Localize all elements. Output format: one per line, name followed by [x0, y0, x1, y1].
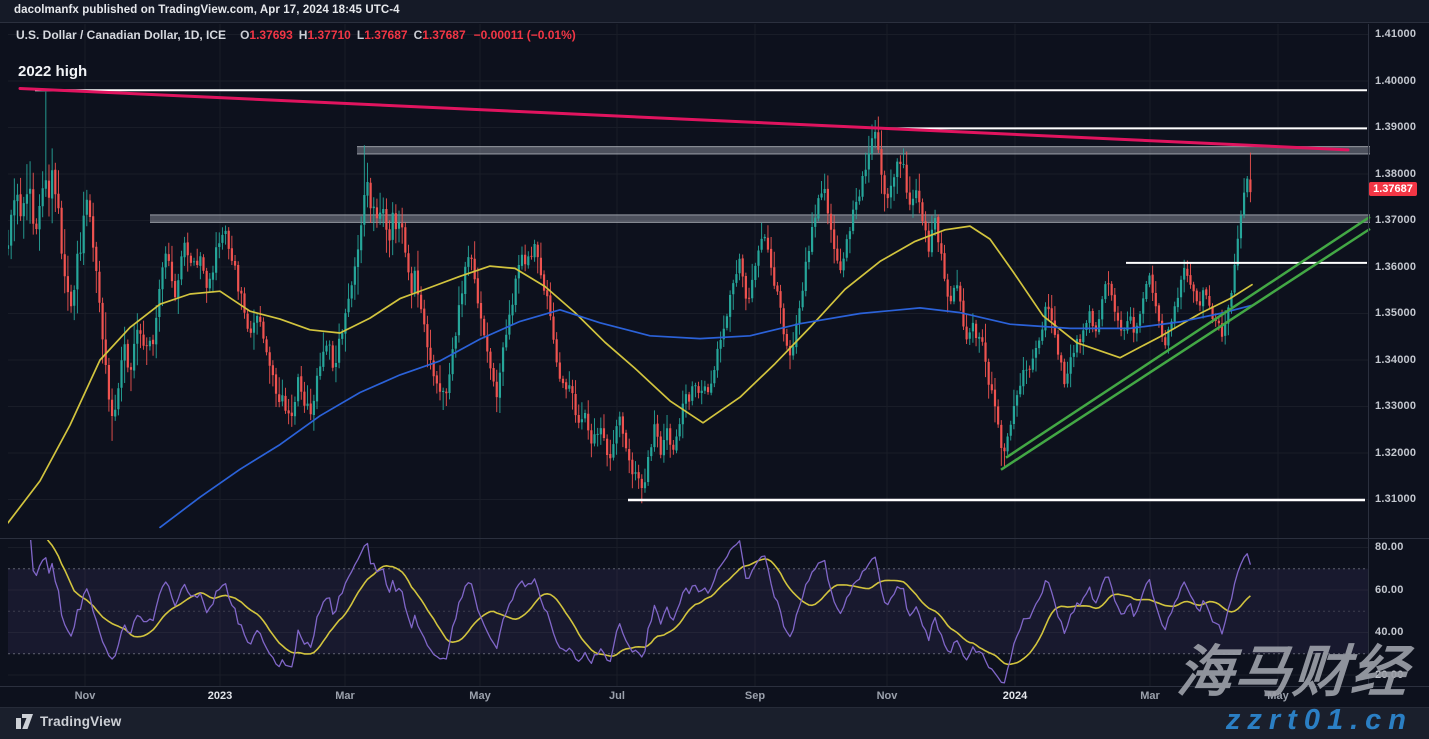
time-axis-label: May — [1267, 690, 1289, 702]
low-label: L — [356, 28, 365, 42]
price-axis-label: 1.33000 — [1375, 400, 1417, 412]
symbol-legend: U.S. Dollar / Canadian Dollar, 1D, ICE O1… — [16, 28, 576, 42]
time-axis-label: Mar — [1140, 690, 1160, 702]
time-axis-label: May — [469, 690, 491, 702]
change-value: −0.00011 (−0.01%) — [473, 28, 576, 42]
price-axis[interactable]: 1.41000 1.40000 1.39000 1.38000 1.37000 1.360… — [1369, 24, 1429, 686]
tradingview-logo-icon — [16, 714, 33, 729]
time-axis-label: Sep — [744, 690, 766, 702]
price-axis-label: 1.35000 — [1375, 307, 1417, 319]
symbol-title: U.S. Dollar / Canadian Dollar, 1D, ICE — [16, 28, 227, 42]
price-axis-label: 1.32000 — [1375, 446, 1417, 459]
rsi-axis-label: 60.00 — [1375, 583, 1404, 596]
last-price-badge: 1.37687 — [1369, 182, 1417, 196]
watermark-url: zzrt01.cn — [1225, 704, 1413, 736]
high-label: H — [298, 28, 308, 42]
time-axis[interactable]: Nov 2023 Mar May Jul Sep Nov 2024 Mar May — [0, 687, 1429, 707]
time-axis-label: 2023 — [207, 690, 233, 702]
time-axis-label: Mar — [335, 690, 355, 702]
high-value: 1.37710 — [307, 28, 351, 42]
time-axis-label: 2024 — [1002, 690, 1028, 702]
tradingview-brand-link[interactable]: TradingView — [16, 714, 121, 729]
time-axis-label: Nov — [876, 690, 898, 702]
price-axis-label: 1.34000 — [1375, 353, 1417, 366]
footer-bar: TradingView — [0, 707, 1429, 739]
close-label: C — [413, 28, 423, 42]
rsi-axis-label: 40.00 — [1375, 626, 1404, 638]
watermark-cjk: 海马财经 — [1174, 640, 1412, 703]
tradingview-brand-label: TradingView — [40, 714, 122, 729]
time-axis-label: Nov — [74, 690, 96, 702]
annotation-2022-high[interactable]: 2022 high — [18, 63, 88, 80]
attribution-text: dacolmanfx published on TradingView.com,… — [14, 4, 400, 16]
close-value: 1.37687 — [422, 28, 466, 42]
price-axis-label: 1.37000 — [1375, 214, 1417, 226]
low-value: 1.37687 — [364, 28, 408, 42]
time-axis-label: Jul — [609, 690, 625, 702]
price-axis-label: 1.38000 — [1375, 167, 1417, 180]
price-axis-label: 1.36000 — [1375, 260, 1417, 273]
open-value: 1.37693 — [249, 28, 293, 42]
price-axis-label: 1.31000 — [1375, 493, 1417, 505]
attribution-bar: dacolmanfx published on TradingView.com,… — [0, 0, 1429, 23]
price-axis-label: 1.41000 — [1375, 28, 1417, 40]
rsi-axis-label: 80.00 — [1375, 541, 1404, 553]
price-axis-label: 1.39000 — [1375, 121, 1417, 133]
open-label: O — [240, 28, 250, 42]
rsi-axis-label: 20.00 — [1375, 668, 1404, 681]
price-axis-label: 1.40000 — [1375, 74, 1417, 87]
